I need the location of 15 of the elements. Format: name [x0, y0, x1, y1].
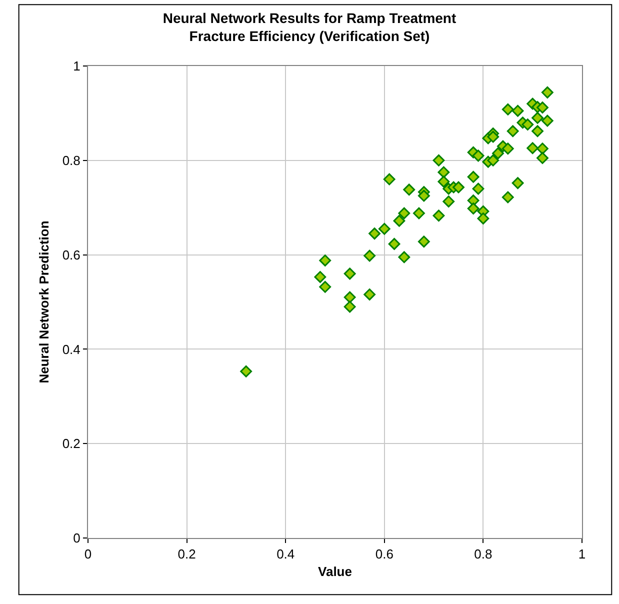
y-tick-label: 0	[73, 530, 80, 546]
x-tick-label: 0	[84, 546, 92, 562]
x-tick-label: 1	[578, 546, 586, 562]
x-tick-label: 0.6	[375, 546, 394, 562]
y-tick-label: 0.4	[62, 342, 80, 357]
x-tick-label: 0.4	[276, 546, 295, 562]
y-tick-label: 1	[73, 58, 80, 74]
y-tick-label: 0.6	[62, 247, 80, 262]
x-axis-title: Value	[318, 564, 352, 580]
x-tick-label: 0.2	[178, 546, 196, 562]
x-tick-label: 0.8	[474, 546, 492, 562]
y-tick-label: 0.8	[62, 152, 80, 168]
y-axis-title: Neural Network Prediction	[36, 220, 52, 384]
chart-title: Neural Network Results for Ramp Treatment Fracture Efficiency (Verification Set)	[162, 10, 456, 44]
y-tick-label: 0.2	[62, 436, 80, 452]
